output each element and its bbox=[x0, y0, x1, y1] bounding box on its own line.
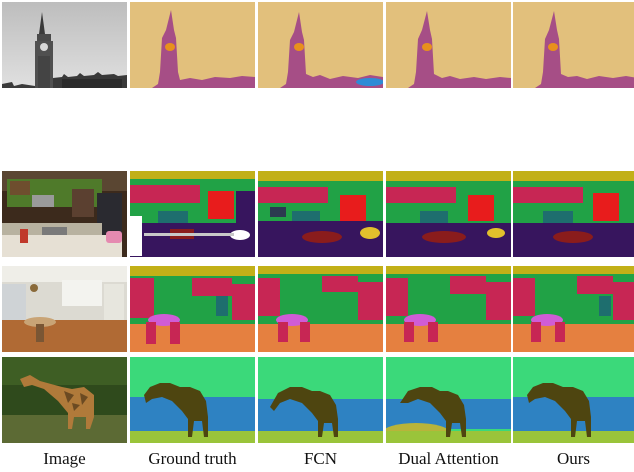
photo-clock-tower bbox=[2, 2, 127, 88]
dual-attention-clock-tower bbox=[386, 2, 511, 88]
ground-truth-giraffe bbox=[130, 357, 255, 443]
photo-kitchen bbox=[2, 171, 127, 257]
fcn-dining-room bbox=[258, 266, 383, 352]
dual-attention-kitchen bbox=[386, 171, 511, 257]
ours-kitchen bbox=[513, 171, 634, 257]
dual-attention-giraffe bbox=[386, 357, 511, 443]
column-label-image: Image bbox=[43, 449, 86, 468]
column-label-ours: Ours bbox=[556, 449, 591, 468]
ours-giraffe bbox=[513, 357, 634, 443]
ground-truth-dining-room bbox=[130, 266, 255, 352]
ours-clock-tower bbox=[513, 2, 634, 88]
ours-dining-room bbox=[513, 266, 634, 352]
fcn-kitchen bbox=[258, 171, 383, 257]
column-label-dual-attention: Dual Attention bbox=[398, 449, 499, 468]
ground-truth-kitchen bbox=[130, 171, 255, 257]
column-label-ground-truth: Ground truth bbox=[148, 449, 237, 468]
dual-attention-dining-room bbox=[386, 266, 511, 352]
photo-giraffe bbox=[2, 357, 127, 443]
fcn-clock-tower bbox=[258, 2, 383, 88]
ground-truth-clock-tower bbox=[130, 2, 255, 88]
fcn-giraffe bbox=[258, 357, 383, 443]
photo-dining-room bbox=[2, 266, 127, 352]
column-label-fcn: FCN bbox=[303, 449, 338, 468]
